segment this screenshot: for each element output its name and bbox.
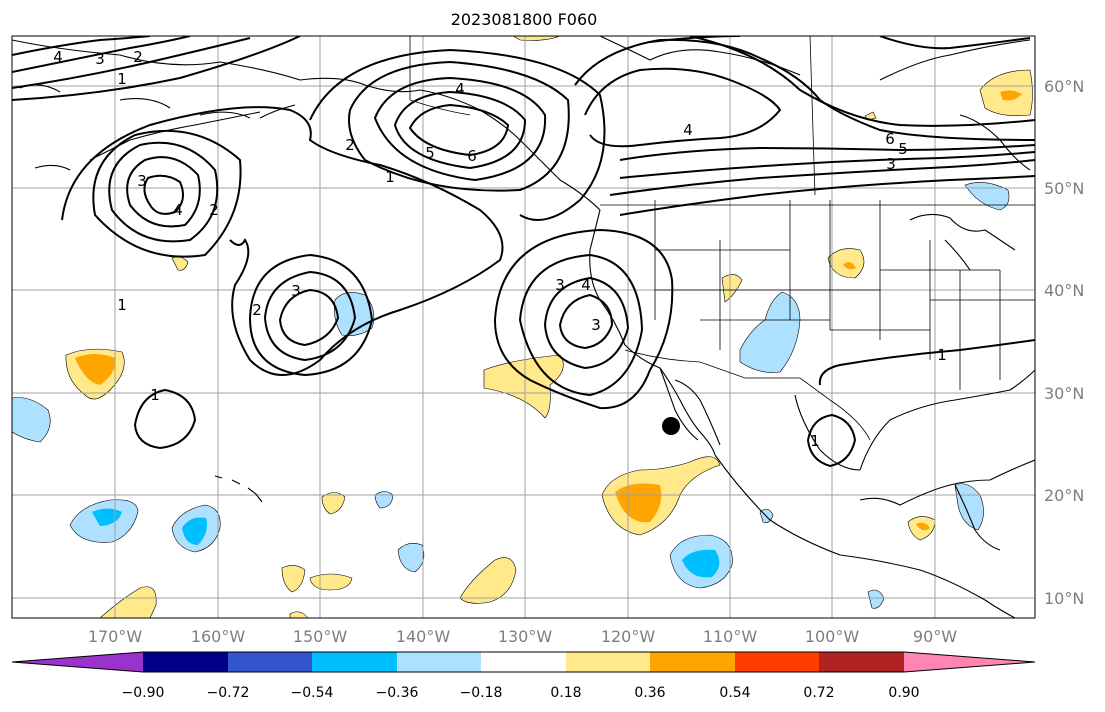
shade-neg-core (182, 517, 207, 545)
contour-label: 4 (683, 121, 693, 139)
colorbar-segment (481, 652, 566, 672)
political-borders (409, 36, 1035, 441)
lon-label: 160°W (191, 627, 246, 646)
shade-pos-area (321, 492, 346, 515)
contour-label: 1 (810, 432, 820, 450)
shade-pos-core (75, 354, 116, 385)
lat-label: 10°N (1044, 589, 1084, 608)
lat-label: 20°N (1044, 486, 1084, 505)
colorbar-tick: −0.18 (460, 685, 503, 701)
colorbar (11, 651, 1036, 673)
contour-label: 3 (291, 282, 301, 300)
contour-label: 3 (886, 155, 896, 173)
shade-neg-area (12, 397, 51, 443)
colorbar-tick: 0.18 (550, 685, 581, 701)
colorbar-tick: −0.72 (207, 685, 250, 701)
shade-pos-core (843, 262, 856, 270)
contour-label: 1 (385, 168, 395, 186)
shading-layer (12, 36, 1033, 618)
contour-label: 4 (581, 276, 591, 294)
colorbar-outline (11, 651, 1036, 673)
contour-label: 1 (937, 346, 947, 364)
contour-label: 1 (117, 70, 127, 88)
contour-lines (12, 36, 1035, 468)
contour-label: 3 (95, 50, 105, 68)
contour-label: 2 (209, 201, 219, 219)
shade-pos-area (281, 565, 306, 593)
contour-label: 2 (345, 136, 355, 154)
colorbar-segment (735, 652, 819, 672)
colorbar-segment (228, 652, 312, 672)
lon-label: 130°W (498, 627, 553, 646)
contour-label: 4 (53, 48, 63, 66)
contour-label: 6 (467, 147, 477, 165)
colorbar-ticks: −0.90 −0.72 −0.54 −0.36 −0.18 0.18 0.36 … (122, 685, 920, 701)
shade-pos-core (615, 483, 662, 523)
shade-pos-core (1000, 90, 1022, 101)
shade-pos-area (289, 611, 309, 618)
lat-label: 30°N (1044, 384, 1084, 403)
lon-label: 150°W (293, 627, 348, 646)
colorbar-tick: −0.90 (122, 685, 165, 701)
colorbar-segment (397, 652, 481, 672)
lat-label: 40°N (1044, 281, 1084, 300)
contour-label: 5 (425, 144, 435, 162)
contour-label: 2 (252, 301, 262, 319)
contour-label-group: 4 3 2 1 4 6 5 4 6 5 3 2 1 3 4 2 3 2 3 4 … (53, 48, 947, 450)
contour-label: 4 (173, 201, 183, 219)
contour-label: 1 (150, 386, 160, 404)
shade-pos-core (916, 522, 930, 531)
colorbar-tick: −0.36 (376, 685, 419, 701)
colorbar-segment (143, 652, 228, 672)
lon-label: 120°W (601, 627, 656, 646)
colorbar-tick: 0.36 (634, 685, 665, 701)
lon-label: 140°W (396, 627, 451, 646)
colorbar-tick: 0.54 (719, 685, 750, 701)
colorbar-segment (566, 652, 650, 672)
colorbar-tick: 0.72 (803, 685, 834, 701)
contour-label: 1 (117, 296, 127, 314)
coastlines (12, 36, 1035, 618)
colorbar-segment (312, 652, 397, 672)
contour-label: 3 (555, 276, 565, 294)
lon-label: 110°W (703, 627, 758, 646)
shade-neg-area (964, 182, 1010, 211)
lon-label: 170°W (88, 627, 143, 646)
map-frame (11, 35, 1036, 619)
colorbar-segment (650, 652, 735, 672)
shade-neg-core (682, 549, 720, 578)
contour-label: 2 (133, 48, 143, 66)
lat-label: 50°N (1044, 179, 1084, 198)
colorbar-tick: 0.90 (888, 685, 919, 701)
lon-label: 90°W (913, 627, 957, 646)
contour-label: 3 (137, 172, 147, 190)
colorbar-extend-min (12, 652, 143, 672)
lon-label: 100°W (805, 627, 860, 646)
contour-label: 6 (885, 130, 895, 148)
observation-marker (662, 417, 680, 435)
contour-label: 3 (591, 316, 601, 334)
shade-neg-area (374, 491, 394, 509)
shade-neg-area (739, 291, 801, 373)
longitude-labels: 170°W 160°W 150°W 140°W 130°W 120°W 110°… (88, 627, 957, 646)
lat-label: 60°N (1044, 77, 1084, 96)
contour-label: 5 (898, 140, 908, 158)
colorbar-tick: −0.54 (291, 685, 334, 701)
map-title: 2023081800 F060 (450, 10, 598, 29)
shade-pos-area (99, 586, 157, 618)
contour-label: 4 (455, 80, 465, 98)
colorbar-extend-max (904, 652, 1035, 672)
latitude-labels: 60°N 50°N 40°N 30°N 20°N 10°N (1044, 77, 1084, 608)
colorbar-segment (819, 652, 904, 672)
shade-pos-area (459, 557, 517, 604)
